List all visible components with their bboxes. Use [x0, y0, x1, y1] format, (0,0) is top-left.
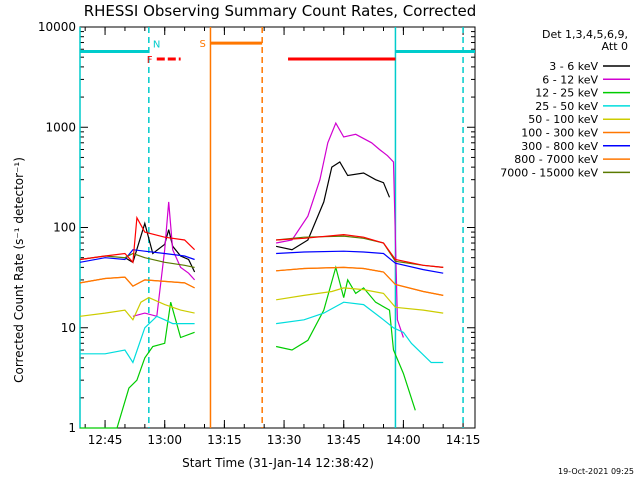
y-tick-label: 10000 [38, 20, 76, 34]
legend-label: 6 - 12 keV [542, 73, 598, 86]
series-line [79, 215, 444, 268]
x-tick-label: 13:45 [326, 433, 361, 447]
chart-title: RHESSI Observing Summary Count Rates, Co… [84, 2, 477, 20]
x-tick-label: 14:00 [386, 433, 421, 447]
series-line [79, 249, 444, 274]
flag-label: F [147, 55, 153, 66]
x-tick-label: 14:15 [446, 433, 481, 447]
legend-header-line2: Att 0 [602, 40, 628, 53]
legend-label: 3 - 6 keV [549, 60, 598, 73]
x-axis-label: Start Time (31-Jan-14 12:38:42) [182, 456, 374, 470]
y-tick-label: 1000 [45, 120, 76, 134]
legend-label: 800 - 7000 keV [514, 153, 598, 166]
legend-label: 100 - 300 keV [521, 127, 598, 140]
y-axis-label: Corrected Count Rate (s⁻¹ detector⁻¹) [12, 157, 26, 383]
series-lines [79, 121, 444, 429]
x-axis-ticks: 12:45 13:00 13:15 13:30 13:45 14:00 14:15 [84, 27, 481, 447]
plot-frame [79, 26, 476, 429]
legend-label: 25 - 50 keV [535, 100, 598, 113]
legend-label: 12 - 25 keV [535, 87, 598, 100]
series-line [79, 287, 444, 321]
timestamp: 19-Oct-2021 09:25 [558, 467, 634, 476]
flag-label: S [199, 39, 205, 50]
y-tick-label: 10 [61, 321, 76, 335]
legend-label: 300 - 800 keV [521, 140, 598, 153]
vertical-markers [79, 27, 464, 428]
y-tick-label: 100 [53, 221, 76, 235]
legend-header-line1: Det 1,3,4,5,6,9, [542, 28, 628, 41]
y-tick-label: 1 [68, 421, 76, 435]
series-line [80, 301, 444, 364]
series-line [79, 266, 444, 296]
legend-label: 7000 - 15000 keV [500, 166, 598, 179]
x-tick-label: 13:00 [147, 433, 182, 447]
series-line [80, 265, 416, 429]
series-line [132, 121, 404, 338]
flag-label: N [153, 39, 160, 50]
y-axis-ticks: 1 10 100 1000 10000 [38, 20, 475, 435]
legend-label: 50 - 100 keV [528, 113, 598, 126]
x-tick-label: 12:45 [88, 433, 123, 447]
x-tick-label: 13:15 [207, 433, 242, 447]
flag-annotations: NF S [80, 39, 475, 66]
x-tick-label: 13:30 [267, 433, 302, 447]
